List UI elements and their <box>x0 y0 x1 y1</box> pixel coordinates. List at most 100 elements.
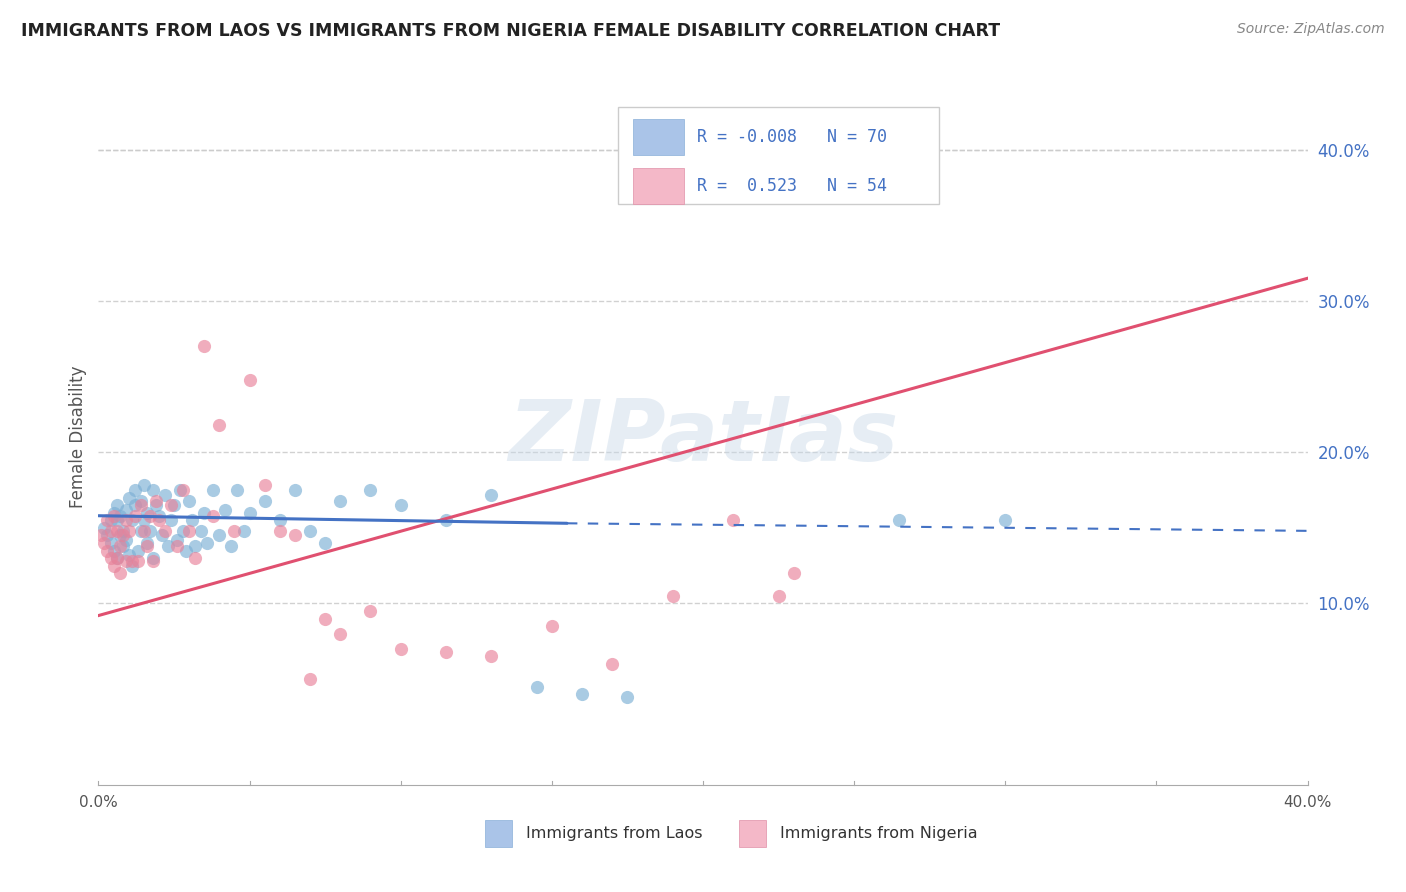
Point <box>434 645 457 659</box>
Point <box>169 483 191 497</box>
Point <box>132 513 155 527</box>
Point <box>145 498 167 512</box>
Point <box>184 539 207 553</box>
Point <box>93 521 115 535</box>
Point <box>481 649 503 664</box>
Point <box>224 524 246 538</box>
Point <box>174 543 197 558</box>
Point <box>284 528 307 542</box>
Point <box>221 539 243 553</box>
Point <box>127 543 149 558</box>
Point <box>142 554 165 568</box>
FancyBboxPatch shape <box>485 821 512 847</box>
Point <box>239 373 262 387</box>
Point <box>132 524 155 538</box>
Text: IMMIGRANTS FROM LAOS VS IMMIGRANTS FROM NIGERIA FEMALE DISABILITY CORRELATION CH: IMMIGRANTS FROM LAOS VS IMMIGRANTS FROM … <box>21 22 1000 40</box>
Point <box>195 536 218 550</box>
Point <box>156 539 179 553</box>
Point <box>166 539 188 553</box>
Point <box>124 508 146 523</box>
Point <box>108 508 131 523</box>
Point <box>889 513 911 527</box>
Point <box>269 524 291 538</box>
Point <box>193 506 215 520</box>
Point <box>129 498 152 512</box>
Point <box>360 483 382 497</box>
Point <box>214 502 236 516</box>
Text: Source: ZipAtlas.com: Source: ZipAtlas.com <box>1237 22 1385 37</box>
Text: R = -0.008   N = 70: R = -0.008 N = 70 <box>697 128 887 146</box>
Point <box>190 524 212 538</box>
Point <box>208 528 231 542</box>
Point <box>481 487 503 501</box>
Point <box>103 543 125 558</box>
Point <box>145 493 167 508</box>
Point <box>434 513 457 527</box>
Point <box>105 551 128 566</box>
FancyBboxPatch shape <box>740 821 766 847</box>
Point <box>121 558 143 573</box>
Point <box>118 491 141 505</box>
Point <box>269 513 291 527</box>
Point <box>172 483 194 497</box>
Point <box>142 551 165 566</box>
Point <box>124 483 146 497</box>
Point <box>111 528 134 542</box>
Point <box>160 513 183 527</box>
Point <box>232 524 254 538</box>
Point <box>540 619 562 633</box>
Point <box>783 566 806 581</box>
Point <box>253 493 276 508</box>
Point <box>239 506 262 520</box>
Point <box>93 536 115 550</box>
Point <box>193 339 215 353</box>
Point <box>124 498 146 512</box>
Point <box>526 680 548 694</box>
Point <box>129 493 152 508</box>
Point <box>100 551 122 566</box>
Point <box>108 539 131 553</box>
Point <box>602 657 624 671</box>
Point <box>994 513 1017 527</box>
Point <box>172 524 194 538</box>
Point <box>181 513 204 527</box>
Point <box>121 513 143 527</box>
Point <box>148 508 170 523</box>
Point <box>135 506 157 520</box>
Point <box>96 528 118 542</box>
Text: Immigrants from Nigeria: Immigrants from Nigeria <box>780 826 979 841</box>
Point <box>299 672 322 686</box>
Point <box>111 539 134 553</box>
Point <box>114 502 136 516</box>
Point <box>114 533 136 547</box>
Point <box>150 528 173 542</box>
Point <box>105 513 128 527</box>
Point <box>103 506 125 520</box>
Point <box>299 524 322 538</box>
Point <box>96 543 118 558</box>
FancyBboxPatch shape <box>619 106 939 204</box>
Text: R =  0.523   N = 54: R = 0.523 N = 54 <box>697 177 887 195</box>
Text: ZIPatlas: ZIPatlas <box>508 395 898 479</box>
Point <box>105 498 128 512</box>
Point <box>135 539 157 553</box>
Point <box>202 508 225 523</box>
Point <box>90 528 112 542</box>
Point <box>105 524 128 538</box>
Point <box>389 498 412 512</box>
Point <box>148 513 170 527</box>
Point <box>111 524 134 538</box>
Point <box>616 690 638 705</box>
Point <box>114 554 136 568</box>
Point <box>179 493 201 508</box>
Point <box>226 483 249 497</box>
Point <box>103 558 125 573</box>
Point <box>184 551 207 566</box>
Point <box>105 551 128 566</box>
Point <box>208 417 231 432</box>
Point <box>160 498 183 512</box>
Point <box>202 483 225 497</box>
Point <box>153 524 176 538</box>
Point <box>100 524 122 538</box>
Point <box>329 493 352 508</box>
